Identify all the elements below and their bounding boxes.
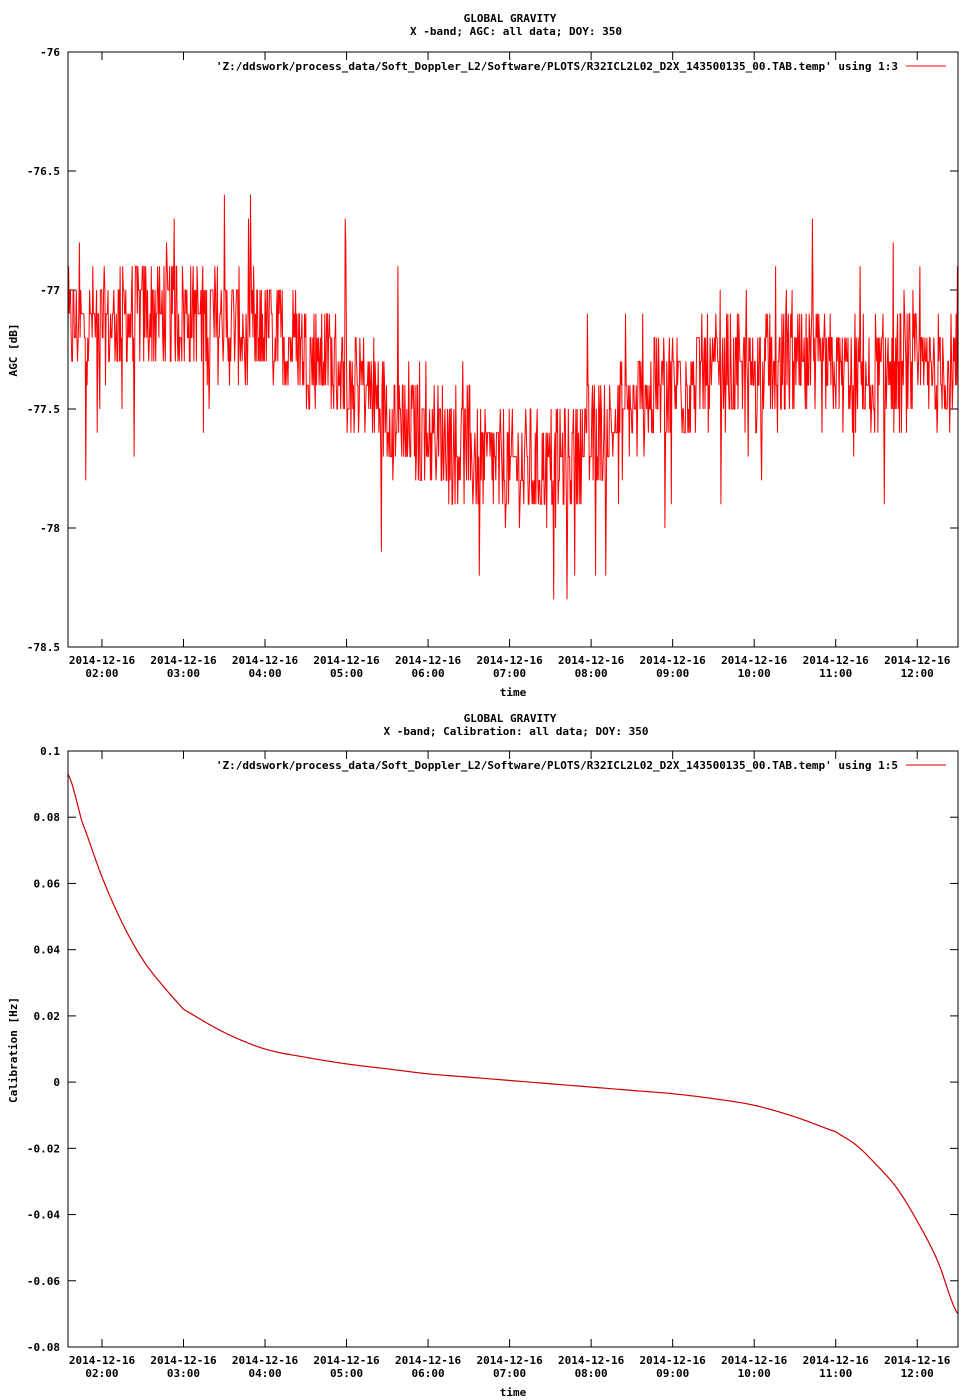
x-tick-time: 04:00	[248, 667, 281, 680]
y-axis-label: AGC [dB]	[7, 324, 20, 377]
x-tick-date: 2014-12-16	[150, 1354, 217, 1367]
x-tick-date: 2014-12-16	[395, 1354, 462, 1367]
x-tick-time: 02:00	[85, 1367, 118, 1380]
x-tick-date: 2014-12-16	[558, 1354, 625, 1367]
y-tick-label: 0.06	[34, 877, 61, 890]
x-tick-time: 02:00	[85, 667, 118, 680]
x-tick-time: 12:00	[901, 667, 934, 680]
x-tick-date: 2014-12-16	[640, 654, 707, 667]
tick-marks	[68, 750, 958, 1348]
x-tick-time: 11:00	[819, 1367, 852, 1380]
x-tick-time: 09:00	[656, 1367, 689, 1380]
agc-chart: GLOBAL GRAVITY X -band; AGC: all data; D…	[7, 12, 959, 699]
plot-frame	[67, 750, 959, 1348]
x-tick-time: 10:00	[738, 667, 771, 680]
y-tick-label: -0.06	[27, 1275, 60, 1288]
legend-label: 'Z:/ddswork/process_data/Soft_Doppler_L2…	[216, 60, 898, 73]
y-tick-label: -0.04	[27, 1209, 60, 1222]
y-tick-label: -0.02	[27, 1142, 60, 1155]
x-tick-labels: 2014-12-1602:002014-12-1603:002014-12-16…	[69, 1354, 951, 1380]
y-tick-label: -77.5	[27, 403, 60, 416]
series-line	[67, 194, 959, 600]
x-tick-date: 2014-12-16	[803, 654, 870, 667]
y-tick-label: -76.5	[27, 165, 60, 178]
x-tick-date: 2014-12-16	[232, 1354, 299, 1367]
y-axis-label: Calibration [Hz]	[7, 997, 20, 1103]
x-tick-date: 2014-12-16	[150, 654, 217, 667]
y-tick-labels: -76 -76.5 -77 -77.5 -78 -78.5	[27, 46, 60, 654]
x-tick-date: 2014-12-16	[721, 654, 788, 667]
y-tick-label: 0.04	[34, 944, 61, 957]
x-axis-label: time	[500, 1386, 527, 1399]
y-tick-label: -76	[40, 46, 60, 59]
x-tick-date: 2014-12-16	[69, 654, 136, 667]
x-tick-date: 2014-12-16	[884, 654, 951, 667]
x-tick-date: 2014-12-16	[640, 1354, 707, 1367]
x-tick-date: 2014-12-16	[803, 1354, 870, 1367]
x-tick-time: 07:00	[493, 667, 526, 680]
y-tick-label: -77	[40, 284, 60, 297]
x-tick-time: 09:00	[656, 667, 689, 680]
chart-subtitle: X -band; AGC: all data; DOY: 350	[410, 25, 622, 38]
x-tick-date: 2014-12-16	[313, 654, 380, 667]
y-tick-label: -78.5	[27, 641, 60, 654]
chart-title: GLOBAL GRAVITY	[464, 12, 557, 25]
series-line	[67, 773, 959, 1315]
x-tick-time: 03:00	[167, 667, 200, 680]
x-tick-time: 06:00	[412, 667, 445, 680]
y-tick-label: 0	[53, 1076, 60, 1089]
chart-subtitle: X -band; Calibration: all data; DOY: 350	[384, 725, 649, 738]
x-tick-date: 2014-12-16	[232, 654, 299, 667]
x-tick-time: 05:00	[330, 667, 363, 680]
x-tick-labels: 2014-12-1602:002014-12-1603:002014-12-16…	[69, 654, 951, 680]
y-tick-label: 0.02	[34, 1010, 61, 1023]
plot-area	[67, 773, 959, 1315]
chart-title: GLOBAL GRAVITY	[464, 712, 557, 725]
x-tick-time: 12:00	[901, 1367, 934, 1380]
x-tick-time: 07:00	[493, 1367, 526, 1380]
plot-area	[67, 194, 959, 600]
x-tick-time: 10:00	[738, 1367, 771, 1380]
x-tick-time: 08:00	[575, 1367, 608, 1380]
x-tick-time: 04:00	[248, 1367, 281, 1380]
legend-label: 'Z:/ddswork/process_data/Soft_Doppler_L2…	[216, 759, 898, 772]
x-tick-date: 2014-12-16	[476, 1354, 543, 1367]
y-tick-label: 0.1	[40, 745, 60, 758]
x-tick-date: 2014-12-16	[313, 1354, 380, 1367]
x-tick-time: 06:00	[412, 1367, 445, 1380]
y-tick-labels: 0.1 0.08 0.06 0.04 0.02 0 -0.02 -0.04 -0.06 -0.08	[27, 745, 60, 1354]
y-tick-label: -78	[40, 522, 60, 535]
x-tick-time: 08:00	[575, 667, 608, 680]
x-axis-label: time	[500, 686, 527, 699]
x-tick-date: 2014-12-16	[395, 654, 462, 667]
calibration-chart: GLOBAL GRAVITY X -band; Calibration: all…	[7, 712, 959, 1399]
x-tick-date: 2014-12-16	[884, 1354, 951, 1367]
x-tick-time: 05:00	[330, 1367, 363, 1380]
y-tick-label: -0.08	[27, 1341, 60, 1354]
x-tick-date: 2014-12-16	[558, 654, 625, 667]
y-tick-label: 0.08	[34, 811, 61, 824]
plot-frame	[67, 51, 959, 648]
x-tick-date: 2014-12-16	[476, 654, 543, 667]
x-tick-date: 2014-12-16	[69, 1354, 136, 1367]
x-tick-date: 2014-12-16	[721, 1354, 788, 1367]
x-tick-time: 03:00	[167, 1367, 200, 1380]
x-tick-time: 11:00	[819, 667, 852, 680]
